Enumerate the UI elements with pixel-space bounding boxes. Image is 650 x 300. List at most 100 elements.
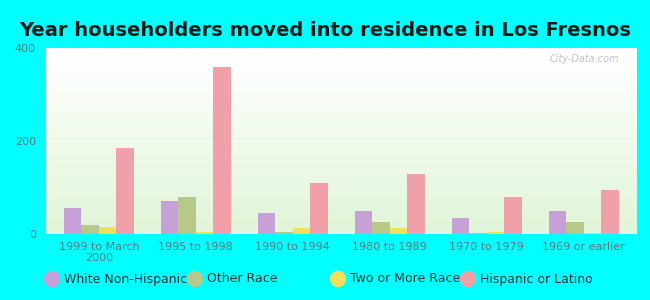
Bar xyxy=(407,173,424,234)
Bar xyxy=(46,147,637,148)
Bar xyxy=(46,143,637,145)
Bar xyxy=(46,74,637,76)
Bar xyxy=(46,158,637,160)
Bar xyxy=(46,113,637,115)
Bar xyxy=(46,93,637,94)
Bar xyxy=(46,167,637,169)
Bar xyxy=(46,232,637,234)
Bar xyxy=(46,156,637,158)
Bar xyxy=(46,202,637,204)
Bar xyxy=(46,70,637,72)
Bar xyxy=(46,161,637,163)
Bar xyxy=(46,210,637,212)
Bar xyxy=(46,175,637,176)
Bar xyxy=(487,232,504,234)
Bar xyxy=(178,197,196,234)
Bar xyxy=(46,82,637,83)
Bar xyxy=(46,67,637,68)
Bar xyxy=(601,190,619,234)
Bar xyxy=(46,124,637,126)
Bar xyxy=(46,230,637,232)
Bar xyxy=(46,122,637,124)
Bar xyxy=(46,217,637,219)
Bar xyxy=(46,117,637,119)
Bar xyxy=(46,139,637,141)
Bar xyxy=(46,91,637,93)
Bar xyxy=(469,232,487,234)
Bar xyxy=(46,208,637,210)
Bar xyxy=(46,126,637,128)
Bar xyxy=(549,211,566,234)
Bar xyxy=(46,87,637,89)
Bar xyxy=(196,232,213,234)
Bar xyxy=(46,186,637,188)
Bar xyxy=(46,160,637,161)
Bar xyxy=(64,208,81,234)
Bar xyxy=(355,211,372,234)
Bar xyxy=(584,232,601,234)
Bar xyxy=(46,176,637,178)
Bar xyxy=(46,107,637,110)
Bar xyxy=(46,169,637,171)
Text: Year householders moved into residence in Los Fresnos: Year householders moved into residence i… xyxy=(19,21,631,40)
Bar xyxy=(46,219,637,221)
Bar xyxy=(46,130,637,132)
Text: Hispanic or Latino: Hispanic or Latino xyxy=(480,272,592,286)
Bar xyxy=(46,154,637,156)
Bar xyxy=(46,165,637,167)
Bar xyxy=(46,110,637,111)
Bar xyxy=(310,183,328,234)
Bar xyxy=(46,228,637,230)
Bar xyxy=(46,68,637,70)
Bar xyxy=(46,178,637,180)
Bar xyxy=(46,115,637,117)
Bar xyxy=(116,148,134,234)
Bar xyxy=(46,212,637,214)
Bar xyxy=(46,221,637,223)
Bar xyxy=(46,83,637,85)
Bar xyxy=(46,214,637,215)
Bar xyxy=(99,227,116,234)
Bar xyxy=(46,76,637,78)
Bar xyxy=(46,182,637,184)
Bar xyxy=(46,172,637,175)
Bar xyxy=(390,228,407,234)
Bar xyxy=(46,59,637,61)
Bar xyxy=(46,134,637,135)
Bar xyxy=(46,189,637,191)
Bar xyxy=(46,89,637,91)
Bar xyxy=(566,222,584,234)
Bar xyxy=(46,150,637,152)
Bar xyxy=(46,223,637,225)
Text: City-Data.com: City-Data.com xyxy=(550,54,619,64)
Bar xyxy=(46,104,637,106)
Bar xyxy=(46,72,637,74)
Bar xyxy=(46,121,637,122)
Bar xyxy=(372,222,390,234)
Bar xyxy=(46,56,637,57)
Bar xyxy=(46,54,637,56)
Bar xyxy=(46,94,637,96)
Bar xyxy=(46,191,637,193)
Bar xyxy=(46,80,637,82)
Bar xyxy=(81,225,99,234)
Bar xyxy=(46,61,637,63)
Text: Two or More Races: Two or More Races xyxy=(350,272,467,286)
Bar xyxy=(46,141,637,143)
Bar xyxy=(46,206,637,208)
Bar xyxy=(504,197,521,234)
Bar xyxy=(46,197,637,199)
Bar xyxy=(46,225,637,226)
Bar xyxy=(213,67,231,234)
Bar xyxy=(46,132,637,134)
Bar xyxy=(46,50,637,52)
Bar xyxy=(452,218,469,234)
Bar xyxy=(161,202,178,234)
Bar xyxy=(46,204,637,206)
Bar xyxy=(46,119,637,121)
Bar xyxy=(46,152,637,154)
Bar xyxy=(46,85,637,87)
Text: Other Race: Other Race xyxy=(207,272,277,286)
Bar xyxy=(46,226,637,228)
Bar xyxy=(46,145,637,147)
